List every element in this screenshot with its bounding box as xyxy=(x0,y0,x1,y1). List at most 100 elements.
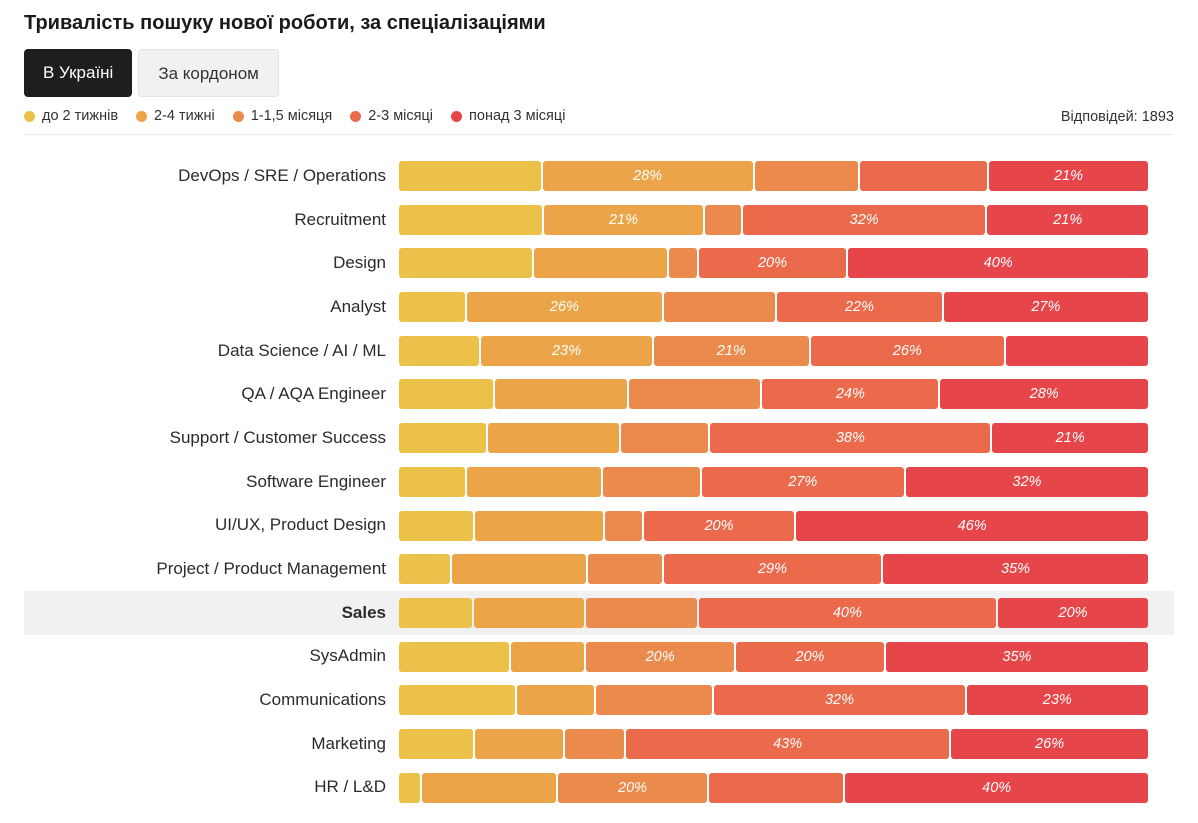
category-label: DevOps / SRE / Operations xyxy=(178,165,386,185)
segment-value-label: 27% xyxy=(788,473,818,490)
bar-segment[interactable] xyxy=(754,161,859,191)
bar-segment[interactable] xyxy=(399,161,541,191)
bar-segment[interactable] xyxy=(517,685,595,716)
bar-segment[interactable] xyxy=(399,466,466,497)
bar-segment[interactable]: 20% xyxy=(643,510,795,541)
bar-segment[interactable] xyxy=(704,204,741,235)
bar-segment[interactable]: 35% xyxy=(885,641,1148,672)
bar-segment[interactable]: 20% xyxy=(557,772,708,803)
bar-segment[interactable]: 26% xyxy=(951,728,1148,759)
bar-segment[interactable] xyxy=(1005,335,1148,366)
bar-segment[interactable] xyxy=(596,685,713,716)
bar-segment[interactable]: 20% xyxy=(586,641,735,672)
bar-segment[interactable] xyxy=(511,641,585,672)
bar-segment[interactable] xyxy=(628,379,761,410)
bar-segment[interactable] xyxy=(621,423,709,454)
bar-segment[interactable]: 27% xyxy=(701,466,904,497)
chart-row: Project / Product Management 29% 35% xyxy=(24,547,1174,591)
legend-label: до 2 тижнів xyxy=(42,108,119,124)
bar-segment[interactable] xyxy=(668,248,697,279)
bar-segment[interactable]: 35% xyxy=(883,554,1148,585)
stacked-bar: 20% 40% xyxy=(399,248,1148,279)
bar-segment[interactable]: 20% xyxy=(736,641,884,672)
bar-segment[interactable] xyxy=(495,379,627,410)
bar-segment[interactable]: 40% xyxy=(698,597,997,628)
segment-value-label: 28% xyxy=(633,168,663,184)
bar-segment[interactable]: 20% xyxy=(698,248,847,279)
bar-segment[interactable]: 46% xyxy=(796,510,1148,541)
bar-segment[interactable] xyxy=(603,466,700,497)
bar-segment[interactable]: 27% xyxy=(943,292,1148,323)
bar-segment[interactable]: 29% xyxy=(663,554,882,585)
segment-value-label: 21% xyxy=(1054,168,1084,184)
bar-segment[interactable]: 20% xyxy=(998,597,1148,628)
segment-value-label: 40% xyxy=(983,255,1013,272)
bar-segment[interactable] xyxy=(565,728,624,759)
segment-value-label: 32% xyxy=(849,211,879,228)
legend-dot-icon xyxy=(350,110,362,122)
stacked-bar: 43% 26% xyxy=(399,728,1148,759)
bar-segment[interactable] xyxy=(399,379,494,410)
bar-segment[interactable] xyxy=(421,772,556,803)
bar-segment[interactable] xyxy=(399,335,480,366)
chart-row: Design 20% 40% xyxy=(24,241,1174,285)
chart-row: UI/UX, Product Design 20% 46% xyxy=(24,504,1174,548)
bar-segment[interactable] xyxy=(399,597,472,628)
tab-abroad[interactable]: За кордоном xyxy=(138,49,279,97)
bar-segment[interactable]: 40% xyxy=(845,772,1148,803)
stacked-bar: 23% 21% 26% xyxy=(399,335,1148,366)
bar-segment[interactable] xyxy=(473,597,585,628)
bar-segment[interactable] xyxy=(474,728,564,759)
bar-segment[interactable] xyxy=(487,423,620,454)
legend-item: до 2 тижнів xyxy=(24,108,118,124)
bar-segment[interactable] xyxy=(399,772,420,803)
bar-segment[interactable] xyxy=(663,292,776,323)
bar-segment[interactable]: 26% xyxy=(467,292,662,323)
bar-segment[interactable]: 32% xyxy=(714,685,965,716)
bar-segment[interactable] xyxy=(451,554,587,585)
chart-rows: DevOps / SRE / Operations 28% 21% Recruitme… xyxy=(24,154,1174,809)
bar-segment[interactable]: 21% xyxy=(992,423,1148,454)
segment-value-label: 20% xyxy=(704,517,734,534)
bar-segment[interactable] xyxy=(860,161,988,191)
bar-segment[interactable]: 26% xyxy=(810,335,1004,366)
bar-segment[interactable] xyxy=(467,466,602,497)
segment-value-label: 40% xyxy=(982,779,1012,796)
bar-segment[interactable] xyxy=(605,510,642,541)
bar-segment[interactable] xyxy=(399,685,516,716)
bar-segment[interactable]: 23% xyxy=(481,335,652,366)
bar-segment[interactable]: 22% xyxy=(777,292,942,323)
bar-segment[interactable]: 24% xyxy=(762,379,939,410)
stacked-bar: 20% 20% 35% xyxy=(399,641,1148,672)
bar-segment[interactable]: 43% xyxy=(625,728,950,759)
chart-row: SysAdmin 20% 20% 35% xyxy=(24,635,1174,679)
bar-segment[interactable] xyxy=(709,772,844,803)
bar-segment[interactable]: 21% xyxy=(987,204,1148,235)
bar-segment[interactable]: 40% xyxy=(848,248,1148,279)
bar-segment[interactable] xyxy=(399,423,486,454)
segment-value-label: 21% xyxy=(608,211,638,228)
bar-segment[interactable] xyxy=(399,248,532,279)
bar-segment[interactable] xyxy=(399,641,510,672)
legend: до 2 тижнів 2-4 тижні 1-1,5 місяця 2-3 міся… xyxy=(24,108,1174,124)
bar-segment[interactable] xyxy=(533,248,667,279)
bar-segment[interactable]: 28% xyxy=(940,379,1148,410)
bar-segment[interactable] xyxy=(399,204,543,235)
bar-segment[interactable] xyxy=(588,554,662,585)
bar-segment[interactable]: 23% xyxy=(966,685,1148,716)
bar-segment[interactable]: 32% xyxy=(742,204,986,235)
bar-segment[interactable]: 21% xyxy=(544,204,703,235)
bar-segment[interactable] xyxy=(475,510,604,541)
bar-segment[interactable]: 21% xyxy=(989,161,1148,191)
bar-segment[interactable] xyxy=(586,597,697,628)
category-label: Design xyxy=(333,253,386,273)
bar-segment[interactable]: 32% xyxy=(905,466,1148,497)
bar-segment[interactable] xyxy=(399,728,473,759)
tab-ukraine[interactable]: В Україні xyxy=(24,49,133,97)
bar-segment[interactable]: 38% xyxy=(710,423,991,454)
bar-segment[interactable]: 28% xyxy=(542,161,753,191)
bar-segment[interactable]: 21% xyxy=(653,335,809,366)
bar-segment[interactable] xyxy=(399,510,474,541)
bar-segment[interactable] xyxy=(399,554,450,585)
bar-segment[interactable] xyxy=(399,292,466,323)
